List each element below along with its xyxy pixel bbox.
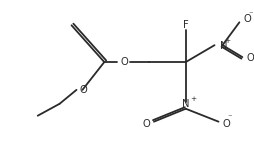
Text: O: O (221, 119, 229, 129)
Text: ⁻: ⁻ (247, 10, 252, 19)
Text: ⁻: ⁻ (227, 113, 231, 122)
Text: O: O (245, 53, 253, 63)
Text: O: O (120, 57, 128, 67)
Text: O: O (242, 14, 250, 24)
Text: O: O (142, 119, 149, 129)
Text: F: F (182, 20, 188, 30)
Text: N: N (181, 99, 189, 109)
Text: +: + (190, 96, 196, 102)
Text: O: O (79, 85, 86, 95)
Text: +: + (224, 38, 230, 44)
Text: N: N (219, 41, 226, 51)
